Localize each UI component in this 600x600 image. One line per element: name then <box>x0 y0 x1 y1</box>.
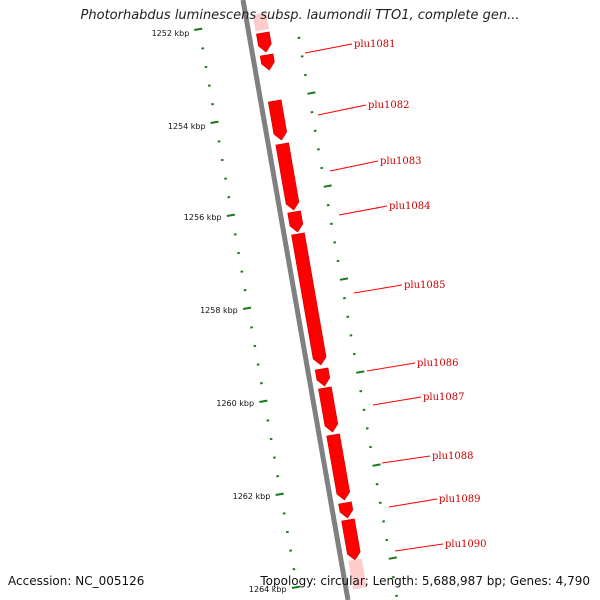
gene-block <box>314 367 331 387</box>
gene-leader-line <box>388 498 438 508</box>
gene-block <box>318 386 339 433</box>
gene-leader-line <box>329 160 379 172</box>
outer-major-tick <box>372 463 381 467</box>
gene-leader-line <box>317 104 367 116</box>
inner-major-tick <box>226 213 235 217</box>
accession-label: Accession: NC_005126 <box>8 574 145 588</box>
gene-block <box>338 501 354 519</box>
gene-leader-line <box>338 205 388 216</box>
scale-label: 1260 kbp <box>216 399 254 408</box>
inner-tick-ring <box>194 27 301 589</box>
gene-label[interactable]: plu1084 <box>389 201 431 212</box>
gene-label[interactable]: plu1090 <box>445 539 487 550</box>
genome-title: Photorhabdus luminescens subsp. laumondi… <box>80 8 520 23</box>
gene-block <box>256 31 272 53</box>
gene-label[interactable]: plu1082 <box>368 100 410 111</box>
gene-label[interactable]: plu1087 <box>423 392 465 403</box>
outer-major-tick <box>323 184 332 188</box>
outer-major-tick <box>307 91 316 95</box>
gene-leader-line <box>381 455 431 464</box>
gene-block-faded <box>252 12 270 32</box>
gene-label[interactable]: plu1086 <box>417 358 459 369</box>
scale-labels: 1252 kbp 1254 kbp 1256 kbp 1258 kbp 1260 kbp… <box>152 29 287 594</box>
gene-leader-line <box>366 362 416 372</box>
gene-labels: plu1081 plu1082 plu1083 plu1084 plu1085 plu10… <box>304 39 487 552</box>
gene-leader-line <box>394 543 444 552</box>
inner-major-tick <box>259 399 268 403</box>
gene-label[interactable]: plu1088 <box>432 451 474 462</box>
gene-leader-line <box>353 284 403 294</box>
gene-block <box>275 142 300 211</box>
outer-major-tick <box>339 277 349 281</box>
gene-block <box>267 99 288 141</box>
inner-major-tick <box>194 27 203 31</box>
gene-block <box>291 232 327 366</box>
inner-major-tick <box>291 585 301 589</box>
inner-major-tick <box>210 120 219 124</box>
gene-block <box>259 53 275 71</box>
gene-block-faded <box>348 558 367 590</box>
outer-tick-ring <box>297 36 398 597</box>
outer-major-tick <box>388 556 397 560</box>
scale-label: 1254 kbp <box>168 122 206 131</box>
scale-label: 1262 kbp <box>233 492 271 501</box>
inner-major-tick <box>275 492 284 496</box>
gene-block <box>326 433 351 501</box>
scale-label: 1258 kbp <box>200 306 238 315</box>
gene-track <box>252 12 367 590</box>
gene-label[interactable]: plu1085 <box>404 280 446 291</box>
outer-major-tick <box>356 370 365 374</box>
genome-backbone <box>240 0 351 600</box>
gene-label[interactable]: plu1083 <box>380 156 422 167</box>
gene-block <box>341 518 361 561</box>
gene-leader-line <box>304 43 353 54</box>
gene-label[interactable]: plu1081 <box>354 39 396 50</box>
topology-summary: Topology: circular; Length: 5,688,987 bp… <box>260 574 590 588</box>
inner-major-tick <box>242 306 252 310</box>
gene-block <box>287 210 304 233</box>
scale-label: 1256 kbp <box>184 213 222 222</box>
gene-leader-line <box>372 396 422 406</box>
scale-label: 1252 kbp <box>152 29 190 38</box>
scale-label: 1264 kbp <box>249 585 287 594</box>
gene-label[interactable]: plu1089 <box>439 494 481 505</box>
